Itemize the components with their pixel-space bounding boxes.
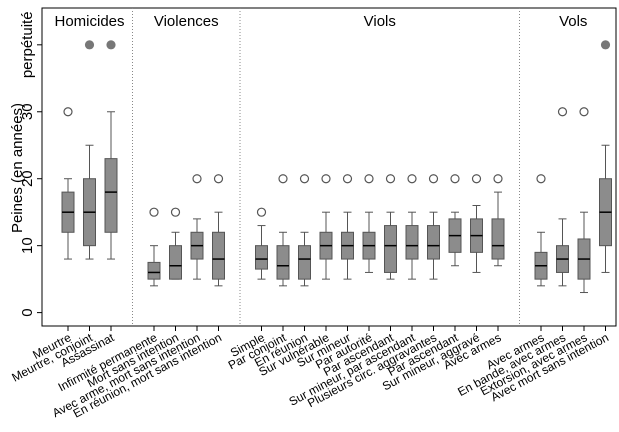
group-title: Violences (154, 13, 219, 30)
outlier (579, 107, 589, 117)
box (147, 261, 161, 280)
box (298, 245, 311, 280)
y-axis-label: Peines (en années) (9, 103, 26, 233)
outlier (84, 40, 95, 50)
y-tick-label: perpétuité (19, 11, 36, 78)
box (104, 158, 118, 233)
outlier (364, 174, 374, 184)
box (405, 225, 419, 260)
group-title: Viols (364, 13, 396, 30)
outlier (106, 40, 116, 50)
outlier (149, 207, 159, 217)
outlier (600, 40, 611, 50)
box (169, 245, 182, 280)
group-title: Homicides (54, 13, 124, 30)
outlier (557, 107, 568, 117)
box (212, 231, 225, 280)
outlier (342, 174, 353, 184)
outlier (170, 207, 181, 217)
outlier (536, 174, 546, 184)
outlier (63, 107, 73, 117)
outlier (471, 174, 482, 184)
box (276, 245, 290, 280)
outlier (321, 174, 331, 184)
box (255, 245, 268, 270)
y-tick-label: 10 (19, 237, 36, 254)
outlier (385, 174, 396, 184)
outlier (493, 174, 503, 184)
group-title: Vols (559, 13, 587, 30)
outlier (299, 174, 310, 184)
plot-frame (41, 7, 617, 327)
y-tick-label: 0 (19, 308, 36, 316)
y-tick-label: 30 (19, 103, 36, 120)
outlier (407, 174, 417, 184)
outlier (192, 174, 202, 184)
outlier (256, 207, 267, 217)
y-tick-label: 20 (19, 170, 36, 187)
outlier (213, 174, 224, 184)
box (427, 225, 440, 260)
box (491, 218, 505, 260)
box (384, 225, 397, 273)
outlier (450, 174, 460, 184)
outlier (428, 174, 439, 184)
outlier (278, 174, 288, 184)
